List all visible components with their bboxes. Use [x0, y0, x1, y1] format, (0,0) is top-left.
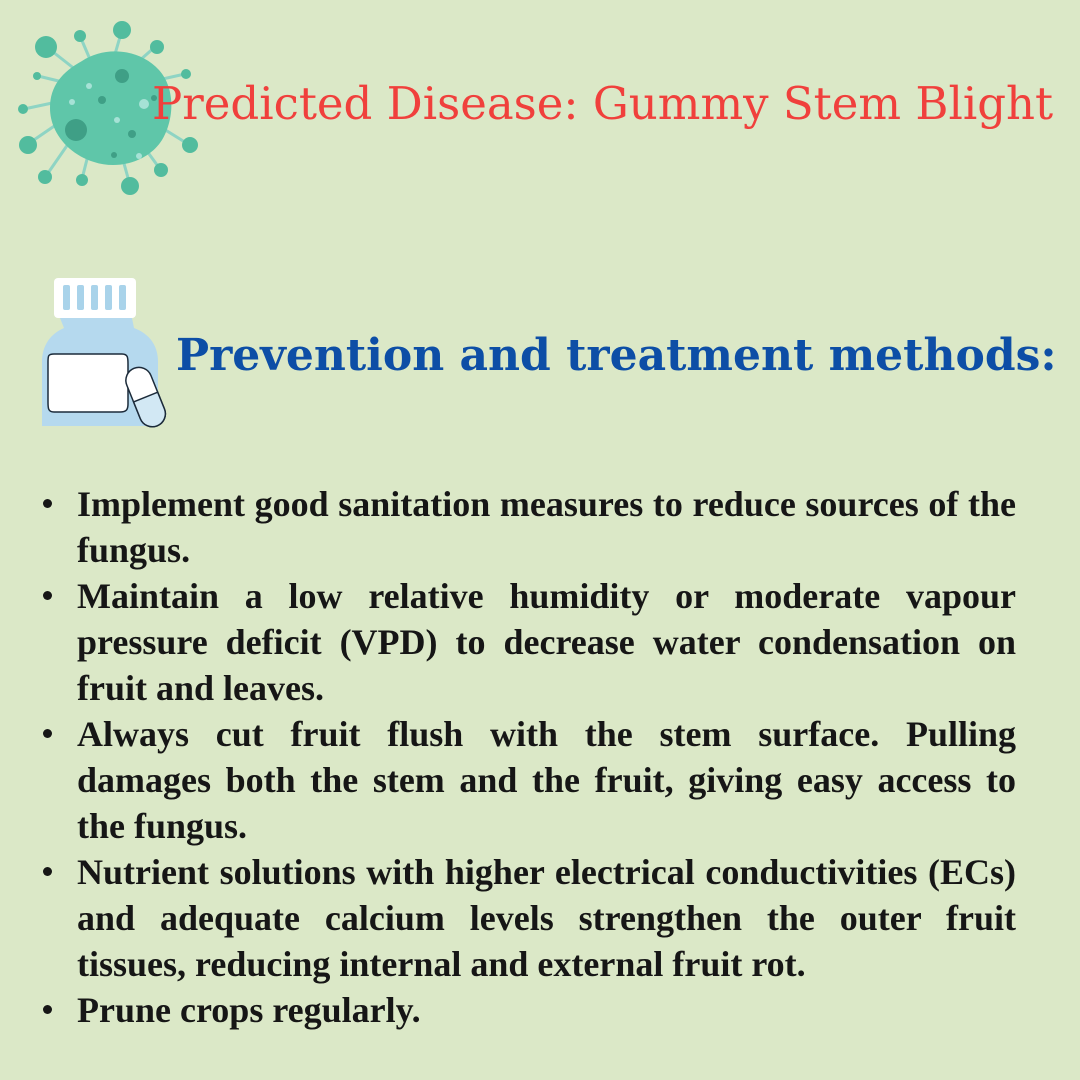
section-heading: Prevention and treatment methods:	[176, 330, 1057, 381]
list-item: Implement good sanitation measures to re…	[0, 481, 1080, 573]
page-title: Predicted Disease: Gummy Stem Blight	[152, 77, 1054, 130]
virus-icon	[18, 21, 198, 195]
list-item: Nutrient solutions with higher electrica…	[0, 849, 1080, 987]
list-item: Always cut fruit flush with the stem sur…	[0, 711, 1080, 849]
prevention-methods-list: Implement good sanitation measures to re…	[0, 481, 1080, 1033]
list-item: Maintain a low relative humidity or mode…	[0, 573, 1080, 711]
list-item: Prune crops regularly.	[0, 987, 1080, 1033]
medicine-bottle-icon	[42, 278, 167, 428]
